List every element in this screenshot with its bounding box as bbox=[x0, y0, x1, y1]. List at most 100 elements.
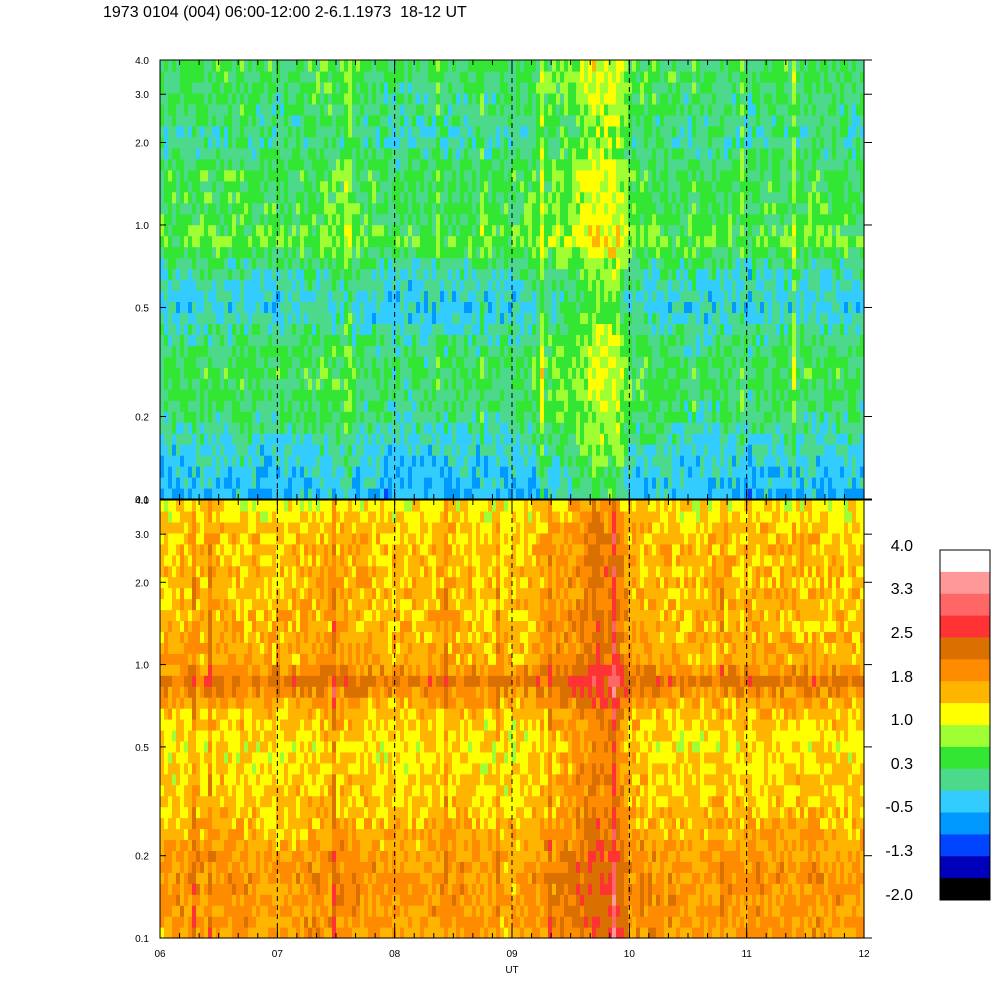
heatmap-cell bbox=[208, 433, 213, 445]
heatmap-cell bbox=[224, 268, 229, 281]
heatmap-cell bbox=[276, 488, 281, 500]
heatmap-cell bbox=[436, 246, 441, 259]
heatmap-cell bbox=[532, 334, 537, 346]
heatmap-cell bbox=[348, 224, 353, 237]
heatmap-cell bbox=[548, 290, 553, 303]
heatmap-cell bbox=[164, 125, 169, 138]
heatmap-cell bbox=[336, 246, 341, 259]
heatmap-cell bbox=[528, 466, 533, 478]
heatmap-cell bbox=[384, 345, 389, 357]
heatmap-cell bbox=[248, 356, 253, 368]
heatmap-cell bbox=[256, 169, 261, 182]
heatmap-cell bbox=[188, 235, 193, 248]
heatmap-cell bbox=[604, 411, 609, 423]
heatmap-cell bbox=[584, 147, 589, 160]
heatmap-cell bbox=[304, 290, 309, 303]
heatmap-cell bbox=[304, 323, 309, 335]
heatmap-cell bbox=[416, 323, 421, 335]
heatmap-cell bbox=[280, 191, 285, 204]
heatmap-cell bbox=[524, 400, 529, 412]
heatmap-cell bbox=[256, 466, 261, 478]
heatmap-cell bbox=[456, 125, 461, 138]
heatmap-cell bbox=[216, 213, 221, 226]
heatmap-cell bbox=[212, 81, 217, 94]
heatmap-cell bbox=[200, 147, 205, 160]
heatmap-cell bbox=[300, 367, 305, 379]
heatmap-cell bbox=[652, 389, 657, 401]
heatmap-cell bbox=[504, 268, 509, 281]
heatmap-cell bbox=[428, 191, 433, 204]
heatmap-cell bbox=[552, 477, 557, 489]
heatmap-cell bbox=[472, 60, 477, 72]
heatmap-cell bbox=[404, 312, 409, 324]
heatmap-cell bbox=[572, 114, 577, 127]
heatmap-cell bbox=[536, 389, 541, 401]
heatmap-cell bbox=[316, 169, 321, 182]
heatmap-cell bbox=[456, 268, 461, 281]
heatmap-cell bbox=[240, 488, 245, 500]
heatmap-cell bbox=[548, 191, 553, 204]
heatmap-cell bbox=[360, 301, 365, 314]
heatmap-cell bbox=[632, 213, 637, 226]
heatmap-cell bbox=[168, 158, 173, 171]
heatmap-cell bbox=[308, 477, 313, 489]
heatmap-cell bbox=[236, 334, 241, 346]
heatmap-cell bbox=[344, 103, 349, 116]
heatmap-cell bbox=[556, 70, 561, 83]
heatmap-cell bbox=[536, 312, 541, 324]
heatmap-cell bbox=[508, 422, 513, 434]
heatmap-cell bbox=[548, 103, 553, 116]
heatmap-cell bbox=[180, 323, 185, 335]
heatmap-cell bbox=[320, 147, 325, 160]
heatmap-cell bbox=[512, 169, 517, 182]
heatmap-cell bbox=[348, 444, 353, 456]
heatmap-cell bbox=[504, 92, 509, 105]
heatmap-cell bbox=[512, 147, 517, 160]
heatmap-cell bbox=[416, 257, 421, 270]
heatmap-cell bbox=[388, 422, 393, 434]
heatmap-cell bbox=[352, 356, 357, 368]
heatmap-cell bbox=[164, 334, 169, 346]
heatmap-cell bbox=[188, 389, 193, 401]
heatmap-cell bbox=[216, 70, 221, 83]
heatmap-cell bbox=[472, 114, 477, 127]
heatmap-cell bbox=[616, 367, 621, 379]
heatmap-cell bbox=[212, 455, 217, 467]
heatmap-cell bbox=[404, 301, 409, 314]
heatmap-cell bbox=[168, 477, 173, 489]
heatmap-cell bbox=[548, 257, 553, 270]
heatmap-cell bbox=[632, 312, 637, 324]
heatmap-cell bbox=[540, 411, 545, 423]
heatmap-cell bbox=[496, 235, 501, 248]
heatmap-cell bbox=[200, 323, 205, 335]
heatmap-cell bbox=[472, 290, 477, 303]
heatmap-cell bbox=[536, 191, 541, 204]
heatmap-cell bbox=[172, 235, 177, 248]
heatmap-cell bbox=[512, 356, 517, 368]
heatmap-cell bbox=[608, 268, 613, 281]
heatmap-cell bbox=[620, 60, 625, 72]
heatmap-cell bbox=[340, 356, 345, 368]
heatmap-cell bbox=[448, 202, 453, 215]
heatmap-cell bbox=[640, 477, 645, 489]
heatmap-cell bbox=[456, 169, 461, 182]
heatmap-cell bbox=[188, 169, 193, 182]
heatmap-cell bbox=[312, 411, 317, 423]
heatmap-cell bbox=[500, 81, 505, 94]
heatmap-cell bbox=[416, 400, 421, 412]
heatmap-cell bbox=[440, 400, 445, 412]
heatmap-cell bbox=[476, 411, 481, 423]
heatmap-cell bbox=[288, 169, 293, 182]
heatmap-cell bbox=[592, 389, 597, 401]
heatmap-cell bbox=[288, 268, 293, 281]
heatmap-cell bbox=[552, 268, 557, 281]
heatmap-cell bbox=[628, 191, 633, 204]
heatmap-cell bbox=[508, 213, 513, 226]
heatmap-cell bbox=[176, 158, 181, 171]
heatmap-cell bbox=[192, 70, 197, 83]
heatmap-cell bbox=[556, 114, 561, 127]
heatmap-cell bbox=[292, 114, 297, 127]
heatmap-cell bbox=[468, 323, 473, 335]
heatmap-cell bbox=[560, 191, 565, 204]
heatmap-cell bbox=[500, 433, 505, 445]
